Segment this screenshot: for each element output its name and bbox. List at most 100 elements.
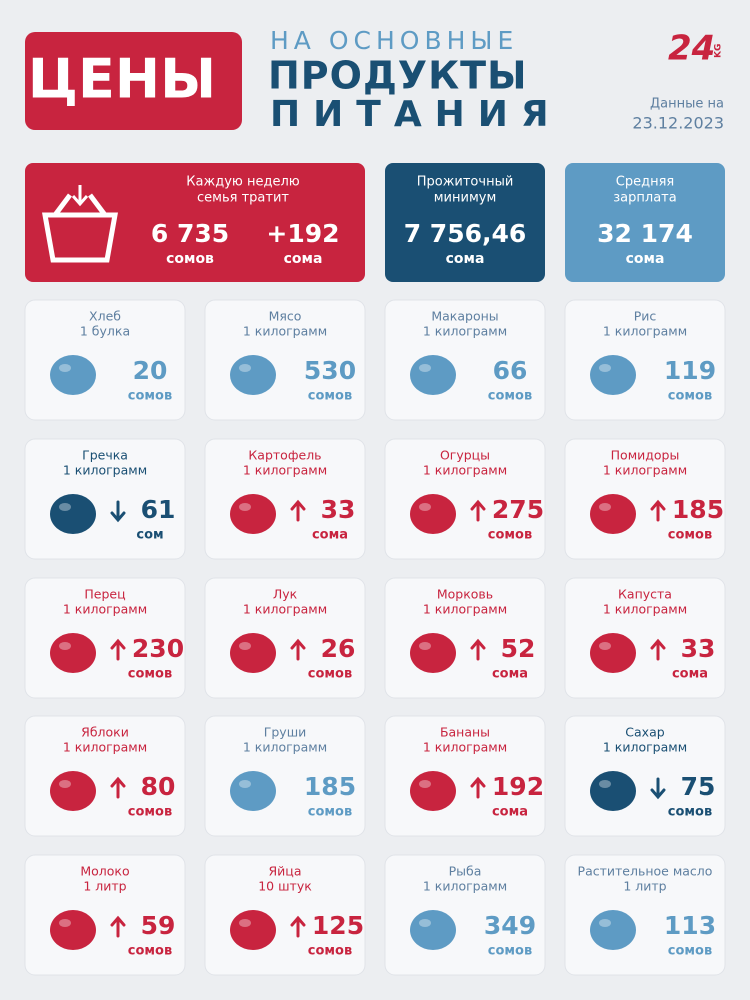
- summary-label: минимум: [434, 191, 497, 206]
- arrow-up: [650, 638, 666, 661]
- summary-unit: сома: [446, 251, 485, 267]
- item-unit: сомов: [308, 944, 352, 959]
- summary-amount: 32 174: [597, 219, 693, 248]
- title: ЦЕНЫ: [28, 48, 216, 111]
- item-icon: [230, 494, 276, 534]
- item-price: 61: [141, 495, 176, 524]
- date-label: Данные на: [650, 97, 724, 112]
- item-amount: 1 килограмм: [603, 602, 687, 617]
- item-icon: [230, 355, 276, 395]
- item-icon-shine: [59, 642, 71, 650]
- item-price: 119: [664, 356, 716, 385]
- item-unit: сомов: [308, 805, 352, 820]
- title-box: [25, 32, 242, 130]
- item-icon-shine: [239, 364, 251, 372]
- item-icon: [50, 771, 96, 811]
- item-amount: 1 килограмм: [423, 324, 507, 339]
- item-name: Макароны: [431, 309, 498, 324]
- item-name: Капуста: [618, 587, 672, 602]
- item-icon: [410, 910, 456, 950]
- summary-amount: 7 756,46: [404, 219, 527, 248]
- item-name: Рыба: [449, 864, 482, 879]
- item-icon: [50, 355, 96, 395]
- item-unit: сома: [672, 667, 708, 682]
- item-unit: сомов: [128, 667, 172, 682]
- item-icon: [410, 355, 456, 395]
- item-price: 52: [501, 634, 536, 663]
- item-name: Яйца: [269, 864, 302, 879]
- item-icon: [590, 355, 636, 395]
- item-icon-shine: [419, 642, 431, 650]
- item-name: Картофель: [248, 448, 321, 463]
- item-name: Мясо: [269, 309, 302, 324]
- item-price: 33: [321, 495, 356, 524]
- arrow-up: [470, 638, 486, 661]
- item-unit: сома: [492, 805, 528, 820]
- item-icon: [230, 633, 276, 673]
- item-unit: сома: [492, 667, 528, 682]
- item-amount: 1 килограмм: [243, 463, 327, 478]
- item-icon: [50, 633, 96, 673]
- item-amount: 1 килограмм: [603, 463, 687, 478]
- item-unit: сомов: [308, 389, 352, 404]
- item-unit: сомов: [488, 389, 532, 404]
- arrow-up: [290, 638, 306, 661]
- item-unit: сомов: [668, 944, 712, 959]
- item-price: 66: [493, 356, 528, 385]
- summary-change: +192: [266, 219, 339, 248]
- arrow-up: [470, 776, 486, 799]
- item-price: 275: [492, 495, 544, 524]
- item-amount: 1 килограмм: [63, 602, 147, 617]
- item-amount: 10 штук: [258, 879, 312, 894]
- item-unit: сомов: [668, 528, 712, 543]
- item-unit: сомов: [488, 528, 532, 543]
- arrow-up: [110, 776, 126, 799]
- item-price: 192: [492, 772, 544, 801]
- item-unit: сомов: [128, 805, 172, 820]
- item-price: 33: [681, 634, 716, 663]
- item-icon: [590, 494, 636, 534]
- item-price: 349: [484, 911, 536, 940]
- item-amount: 1 булка: [80, 324, 130, 339]
- item-price: 20: [133, 356, 168, 385]
- logo: 24: [668, 29, 715, 69]
- item-amount: 1 килограмм: [603, 324, 687, 339]
- item-unit: сомов: [128, 944, 172, 959]
- item-amount: 1 килограмм: [603, 740, 687, 755]
- item-icon-shine: [599, 919, 611, 927]
- item-name: Груши: [264, 725, 307, 740]
- subtitle: ПРОДУКТЫ: [268, 54, 527, 98]
- item-price: 125: [312, 911, 364, 940]
- item-amount: 1 килограмм: [63, 463, 147, 478]
- item-name: Огурцы: [440, 448, 490, 463]
- arrow-down: [650, 777, 666, 800]
- summary-amount: 6 735: [151, 219, 229, 248]
- arrow-up: [290, 915, 306, 938]
- item-amount: 1 килограмм: [423, 740, 507, 755]
- logo-suffix: KG: [714, 44, 724, 58]
- item-amount: 1 литр: [83, 879, 126, 894]
- item-amount: 1 килограмм: [423, 879, 507, 894]
- item-amount: 1 килограмм: [243, 740, 327, 755]
- item-unit: сомов: [668, 389, 712, 404]
- item-icon-shine: [59, 919, 71, 927]
- item-price: 26: [321, 634, 356, 663]
- summary-unit: сома: [626, 251, 665, 267]
- item-unit: сом: [136, 528, 163, 543]
- item-amount: 1 килограмм: [423, 602, 507, 617]
- item-icon-shine: [59, 364, 71, 372]
- item-amount: 1 килограмм: [243, 602, 327, 617]
- item-icon: [590, 910, 636, 950]
- item-name: Яблоки: [81, 725, 129, 740]
- item-icon: [230, 771, 276, 811]
- item-unit: сомов: [488, 944, 532, 959]
- summary-label: зарплата: [613, 191, 676, 206]
- summary-label: семья тратит: [197, 191, 289, 206]
- item-icon-shine: [239, 503, 251, 511]
- subtitle: ПИТАНИЯ: [270, 94, 562, 135]
- item-name: Перец: [84, 587, 125, 602]
- item-price: 185: [672, 495, 724, 524]
- item-name: Гречка: [82, 448, 128, 463]
